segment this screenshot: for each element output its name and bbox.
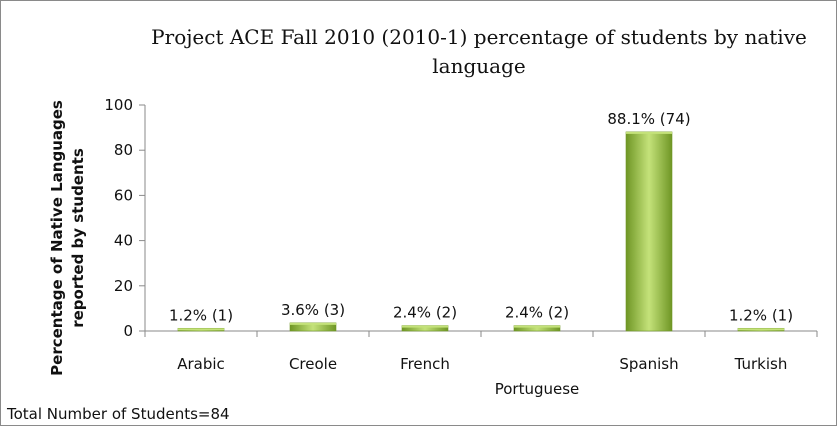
x-tick-label-french: French xyxy=(400,355,450,373)
y-tick-label-80: 80 xyxy=(114,141,133,159)
chart-title-line-2: language xyxy=(432,54,525,78)
x-tick-label-portuguese: Portuguese xyxy=(495,380,580,398)
y-tick-label-40: 40 xyxy=(114,232,133,250)
bar-top-arabic xyxy=(178,328,224,331)
data-label-arabic: 1.2% (1) xyxy=(169,306,233,324)
y-axis-label-line-2: reported by students xyxy=(69,148,87,328)
y-axis-label-line-1: Percentage of Native Languages xyxy=(48,100,66,376)
data-label-creole: 3.6% (3) xyxy=(281,301,345,319)
data-label-french: 2.4% (2) xyxy=(393,304,457,322)
x-tick-label-creole: Creole xyxy=(289,355,337,373)
x-tick-label-spanish: Spanish xyxy=(619,355,678,373)
y-tick-label-0: 0 xyxy=(123,322,133,340)
bar-top-creole xyxy=(290,322,336,325)
x-tick-label-arabic: Arabic xyxy=(177,355,225,373)
y-tick-label-20: 20 xyxy=(114,277,133,295)
y-tick-label-100: 100 xyxy=(104,96,133,114)
x-tick-label-turkish: Turkish xyxy=(734,355,788,373)
y-tick-label-60: 60 xyxy=(114,186,133,204)
bar-top-french xyxy=(402,325,448,328)
bar-spanish xyxy=(625,131,673,332)
bar-top-turkish xyxy=(738,328,784,331)
data-label-spanish: 88.1% (74) xyxy=(607,110,690,128)
footnote-total-students: Total Number of Students=84 xyxy=(6,405,230,423)
bar-top-spanish xyxy=(626,131,672,134)
chart-title-line-1: Project ACE Fall 2010 (2010-1) percentag… xyxy=(151,25,807,49)
data-label-portuguese: 2.4% (2) xyxy=(505,304,569,322)
plot-area: 0 20 40 60 80 100 1.2% (1) Arabic 3.6% (3) Creole… xyxy=(104,96,818,398)
bar-top-portuguese xyxy=(514,325,560,328)
data-label-turkish: 1.2% (1) xyxy=(729,306,793,324)
